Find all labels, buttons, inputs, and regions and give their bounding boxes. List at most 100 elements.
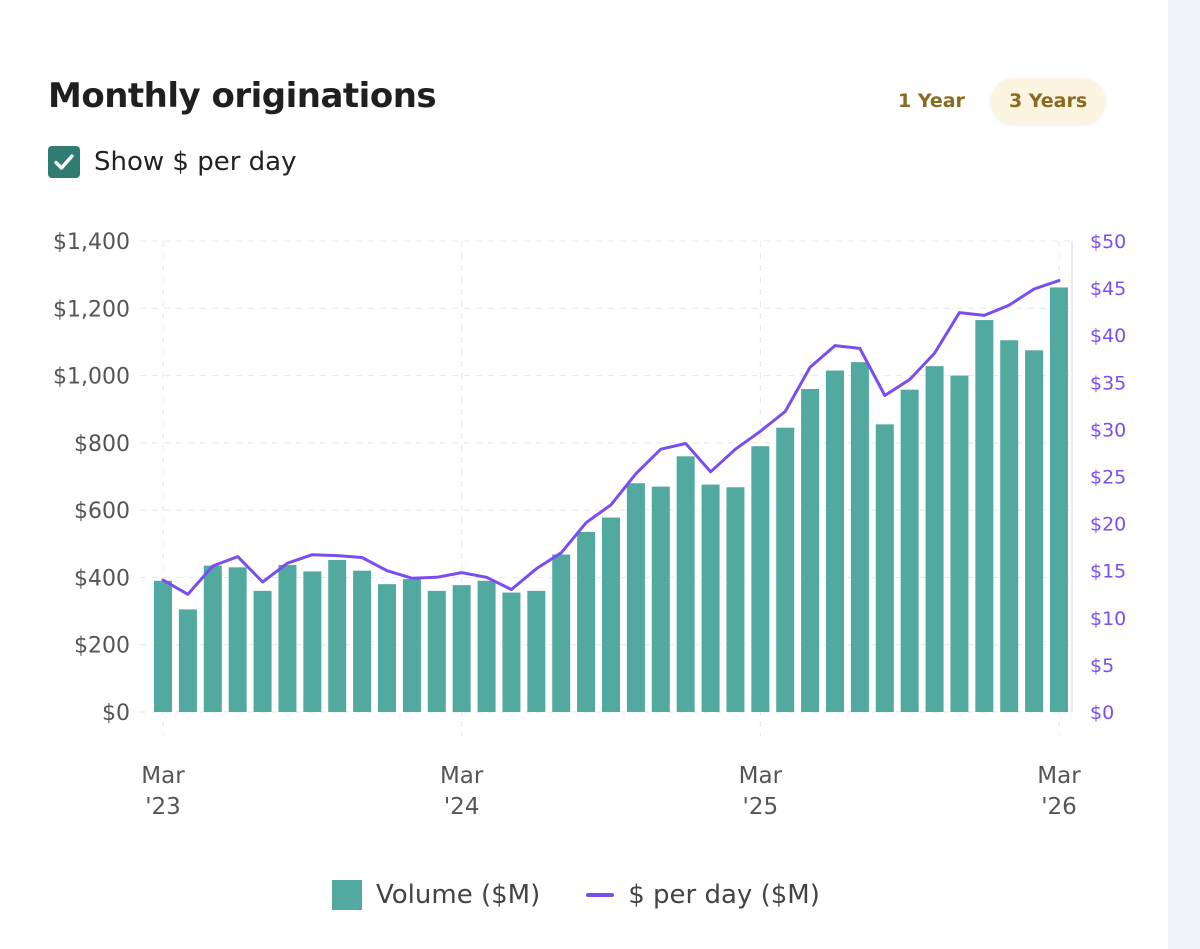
line-point: [659, 448, 662, 451]
bar: [950, 375, 969, 712]
line-point: [510, 588, 513, 591]
bar: [353, 570, 372, 712]
x-tick-label-month: Mar: [141, 763, 185, 789]
x-tick-label-year: '25: [743, 794, 779, 820]
legend-item-volume[interactable]: Volume ($M): [332, 880, 540, 910]
line-point: [535, 567, 538, 570]
page-title: Monthly originations: [48, 76, 437, 116]
y-left-tick-label: $1,400: [53, 230, 130, 255]
y-right-tick-label: $45: [1090, 278, 1126, 300]
bar: [1025, 350, 1044, 712]
show-per-day-label: Show $ per day: [94, 147, 297, 177]
y-left-tick-label: $1,200: [53, 297, 130, 322]
bar: [676, 456, 695, 712]
x-tick-label-year: '26: [1041, 794, 1077, 820]
line-point: [261, 581, 264, 584]
y-left-tick-label: $1,000: [53, 365, 130, 390]
line-point: [958, 311, 961, 314]
bar: [602, 517, 620, 712]
bar: [502, 592, 521, 712]
bar: [975, 320, 994, 712]
bar: [427, 590, 446, 712]
bar: [1000, 340, 1019, 712]
line-point: [435, 576, 438, 579]
y-right-tick-label: $30: [1090, 419, 1126, 441]
line-point: [784, 410, 787, 413]
line-point: [336, 554, 339, 557]
bar: [527, 590, 546, 712]
bar: [826, 370, 844, 712]
line-point: [286, 562, 289, 565]
line-point: [236, 555, 239, 558]
bar: [1050, 287, 1068, 712]
line-point: [162, 579, 165, 582]
line-point: [834, 344, 837, 347]
bar: [626, 483, 645, 712]
y-right-tick-label: $25: [1090, 467, 1126, 489]
bar: [178, 609, 197, 712]
line-point: [460, 571, 463, 574]
x-tick-label-month: Mar: [739, 763, 783, 789]
y-right-tick-label: $10: [1090, 608, 1126, 630]
bar: [552, 554, 571, 712]
legend-item-per-day[interactable]: $ per day ($M): [586, 880, 820, 910]
side-panel-strip: [1168, 0, 1200, 949]
checkmark-icon: [54, 154, 74, 170]
show-per-day-toggle[interactable]: Show $ per day: [48, 146, 297, 178]
bar: [378, 584, 396, 712]
y-right-tick-label: $0: [1090, 702, 1114, 724]
y-right-tick-label: $15: [1090, 561, 1126, 583]
show-per-day-checkbox[interactable]: [48, 146, 80, 178]
line-point: [1033, 288, 1036, 291]
y-right-tick-label: $40: [1090, 325, 1126, 347]
line-point: [1008, 304, 1011, 307]
y-right-tick-label: $5: [1090, 655, 1114, 677]
bar: [726, 487, 745, 712]
legend-label-per-day: $ per day ($M): [628, 880, 820, 910]
line-point: [410, 577, 413, 580]
y-left-tick-label: $200: [74, 634, 130, 659]
line-point: [311, 553, 314, 556]
chart-legend: Volume ($M) $ per day ($M): [332, 880, 820, 910]
range-1-year-button[interactable]: 1 Year: [898, 90, 965, 112]
x-tick-label-year: '24: [444, 794, 480, 820]
per-day-line: [161, 279, 1061, 596]
bar: [477, 580, 496, 712]
legend-label-volume: Volume ($M): [376, 880, 541, 910]
line-point: [908, 378, 911, 381]
line-point: [759, 430, 762, 433]
x-tick-label-month: Mar: [440, 763, 484, 789]
bar: [850, 362, 869, 712]
bar: [900, 389, 919, 712]
y-left-tick-label: $400: [74, 566, 130, 591]
line-point: [734, 448, 737, 451]
bar: [875, 424, 894, 712]
bar: [328, 559, 347, 712]
bar: [154, 580, 172, 712]
y-right-tick-label: $20: [1090, 514, 1126, 536]
range-3-years-button[interactable]: 3 Years: [990, 78, 1106, 124]
line-point: [361, 556, 364, 559]
y-left-tick-label: $600: [74, 499, 130, 524]
line-point: [211, 564, 214, 567]
y-left-tick-label: $0: [102, 701, 130, 726]
line-point: [933, 352, 936, 355]
line-point: [883, 394, 886, 397]
bar: [303, 571, 322, 712]
bar: [203, 565, 222, 712]
bar: [651, 486, 670, 712]
line-point: [1058, 279, 1061, 282]
y-right-tick-label: $35: [1090, 372, 1126, 394]
bar: [776, 427, 795, 712]
line-point: [186, 593, 189, 596]
line-point: [485, 576, 488, 579]
y-right-tick-label: $50: [1090, 231, 1126, 253]
bar: [751, 446, 770, 712]
bar: [577, 532, 596, 712]
line-point: [709, 470, 712, 473]
line-point: [684, 442, 687, 445]
line-point: [386, 569, 389, 572]
range-toggle: 1 Year 3 Years: [880, 78, 1106, 124]
line-point: [634, 472, 637, 475]
